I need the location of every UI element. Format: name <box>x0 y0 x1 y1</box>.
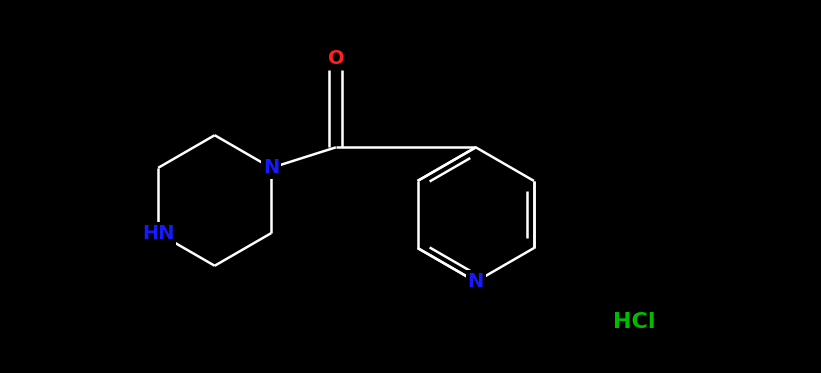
Text: HCl: HCl <box>613 312 655 332</box>
Text: O: O <box>328 49 344 68</box>
Text: HN: HN <box>142 224 174 242</box>
Text: N: N <box>263 159 279 177</box>
Text: N: N <box>468 272 484 291</box>
